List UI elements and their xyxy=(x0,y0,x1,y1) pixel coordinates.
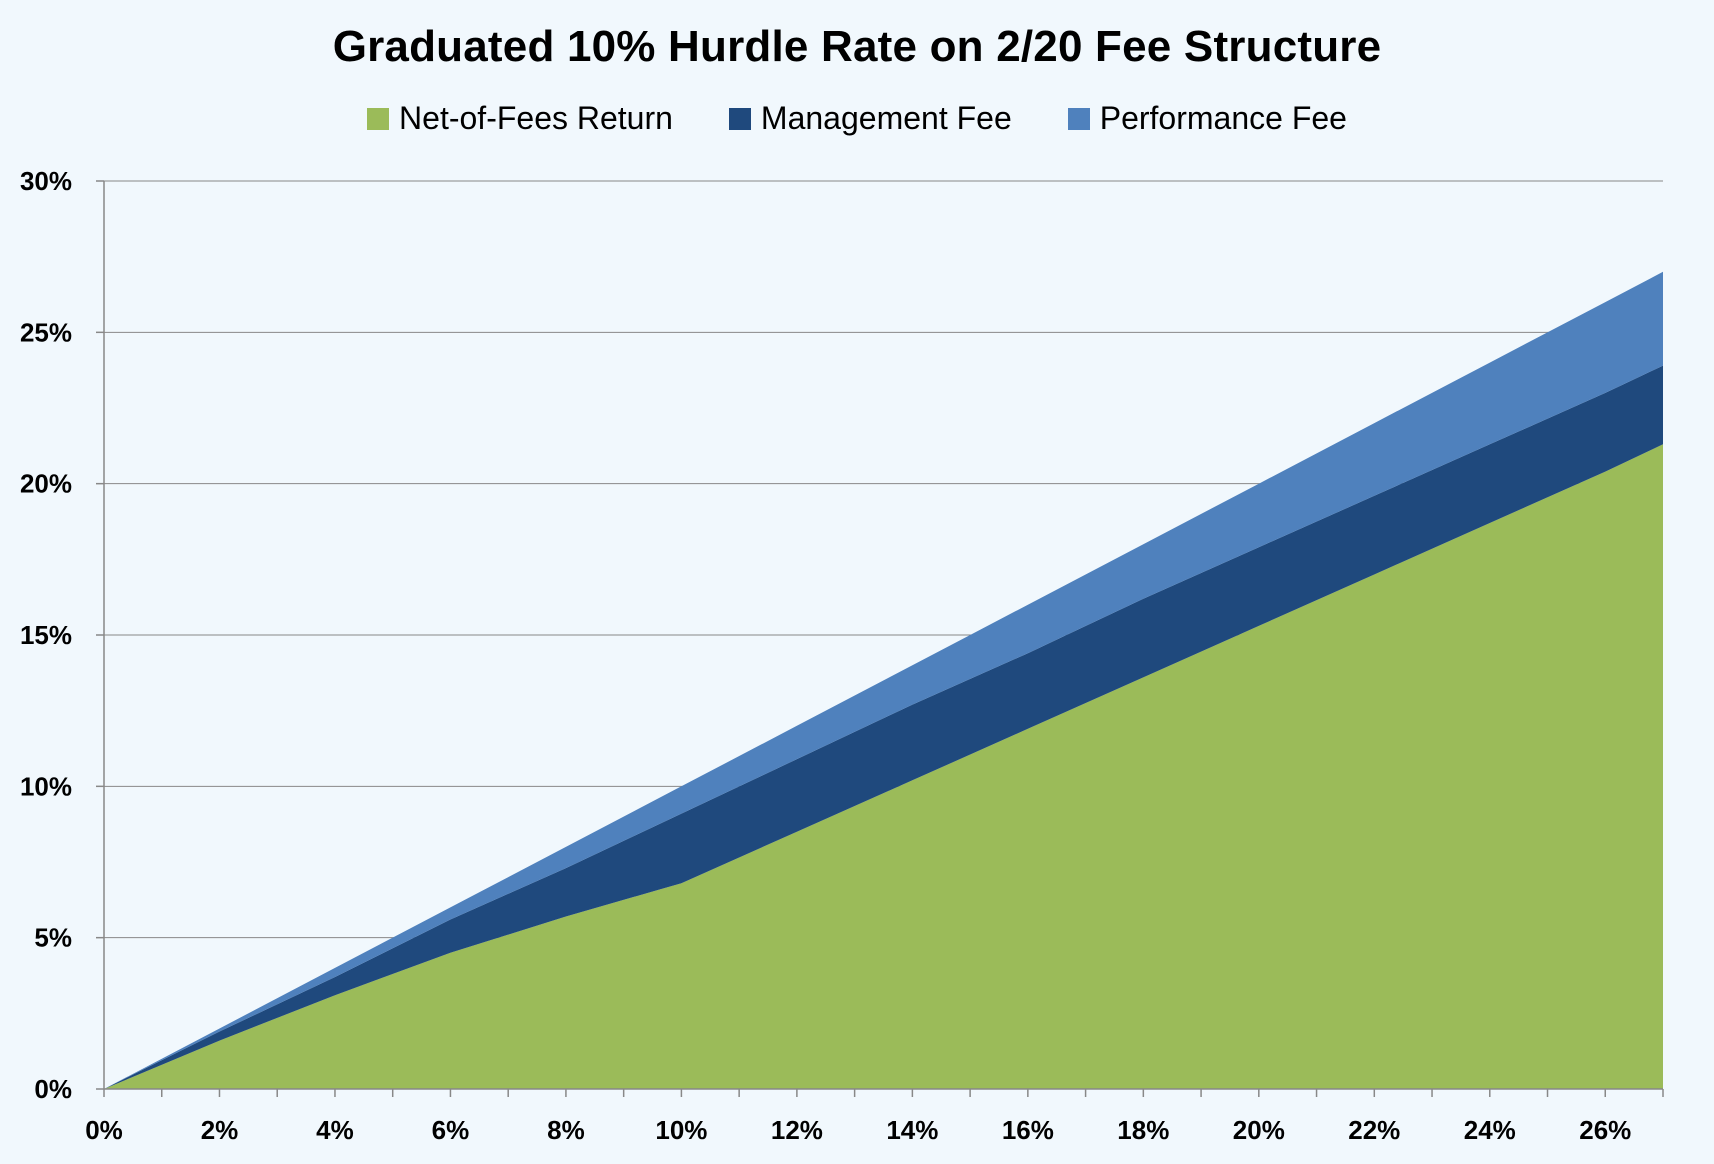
series-area-net-of-fees-return xyxy=(104,444,1663,1089)
x-tick-label: 16% xyxy=(1002,1115,1054,1145)
legend-label-management-fee: Management Fee xyxy=(760,100,1012,136)
x-tick-label: 10% xyxy=(655,1115,707,1145)
y-tick-label: 5% xyxy=(34,923,72,953)
y-tick-label: 20% xyxy=(20,469,72,499)
chart-legend: Net-of-Fees Return Management Fee Perfor… xyxy=(0,100,1714,137)
y-tick-label: 25% xyxy=(20,317,72,347)
legend-item-performance-fee: Performance Fee xyxy=(1067,100,1347,137)
chart-title: Graduated 10% Hurdle Rate on 2/20 Fee St… xyxy=(332,22,1382,71)
series-area-performance-fee xyxy=(104,271,1663,1089)
x-tick-label: 22% xyxy=(1348,1115,1400,1145)
x-tick-label: 14% xyxy=(886,1115,938,1145)
x-tick-label: 18% xyxy=(1117,1115,1169,1145)
y-tick-label: 10% xyxy=(20,771,72,801)
x-tick-label: 4% xyxy=(316,1115,354,1145)
x-tick-label: 6% xyxy=(432,1115,470,1145)
y-tick-label: 30% xyxy=(20,166,72,196)
legend-label-performance-fee: Performance Fee xyxy=(1099,100,1347,136)
legend-swatch-net-of-fees-return xyxy=(367,107,390,130)
legend-swatch-management-fee xyxy=(728,107,751,130)
legend-item-net-of-fees-return: Net-of-Fees Return xyxy=(367,100,673,137)
y-tick-label: 0% xyxy=(34,1074,72,1104)
x-tick-label: 12% xyxy=(771,1115,823,1145)
legend-swatch-performance-fee xyxy=(1067,107,1090,130)
x-tick-label: 20% xyxy=(1233,1115,1285,1145)
series-area-management-fee xyxy=(104,365,1663,1090)
x-tick-label: 2% xyxy=(201,1115,239,1145)
x-tick-label: 26% xyxy=(1579,1115,1631,1145)
x-tick-label: 0% xyxy=(85,1115,123,1145)
legend-label-net-of-fees-return: Net-of-Fees Return xyxy=(399,100,673,136)
y-tick-label: 15% xyxy=(20,620,72,650)
legend-item-management-fee: Management Fee xyxy=(728,100,1012,137)
x-tick-label: 8% xyxy=(547,1115,585,1145)
x-tick-label: 24% xyxy=(1464,1115,1516,1145)
